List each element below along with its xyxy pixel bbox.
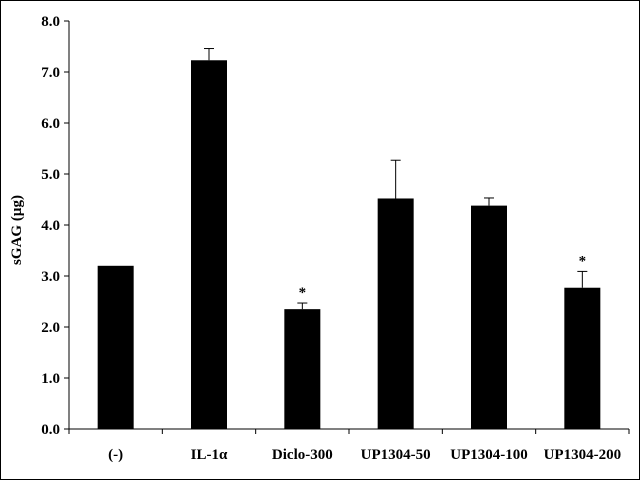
x-tick-label: UP1304-50 xyxy=(361,447,431,463)
y-tick-label: 4.0 xyxy=(41,218,60,234)
bar xyxy=(377,198,414,429)
x-tick-label: Diclo-300 xyxy=(272,447,333,463)
y-tick-label: 0.0 xyxy=(41,422,60,438)
y-tick-label: 1.0 xyxy=(41,371,60,387)
y-tick-label: 2.0 xyxy=(41,320,60,336)
x-tick-label: (-) xyxy=(108,447,123,463)
significance-marker: * xyxy=(579,253,587,269)
y-tick-label: 3.0 xyxy=(41,269,60,285)
x-tick-label: IL-1α xyxy=(191,447,228,463)
y-tick-label: 8.0 xyxy=(41,14,60,30)
axes: 0.0 1.0 2.0 3.0 4.0 5.0 6.0 7.0 8.0 (-) IL-1α Diclo… xyxy=(41,14,630,463)
bar xyxy=(471,205,507,429)
bar xyxy=(564,287,601,429)
bar xyxy=(284,309,321,429)
significance-marker: * xyxy=(299,285,307,301)
bar xyxy=(191,60,227,430)
y-axis-label: sGAG (µg) xyxy=(9,195,25,265)
x-tick-label: UP1304-100 xyxy=(450,447,528,463)
y-tick-label: 5.0 xyxy=(41,167,60,183)
y-tick-label: 7.0 xyxy=(41,65,60,81)
bar xyxy=(97,265,134,429)
y-tick-label: 6.0 xyxy=(41,116,60,132)
x-tick-label: UP1304-200 xyxy=(544,447,622,463)
bars: ** xyxy=(97,48,601,430)
